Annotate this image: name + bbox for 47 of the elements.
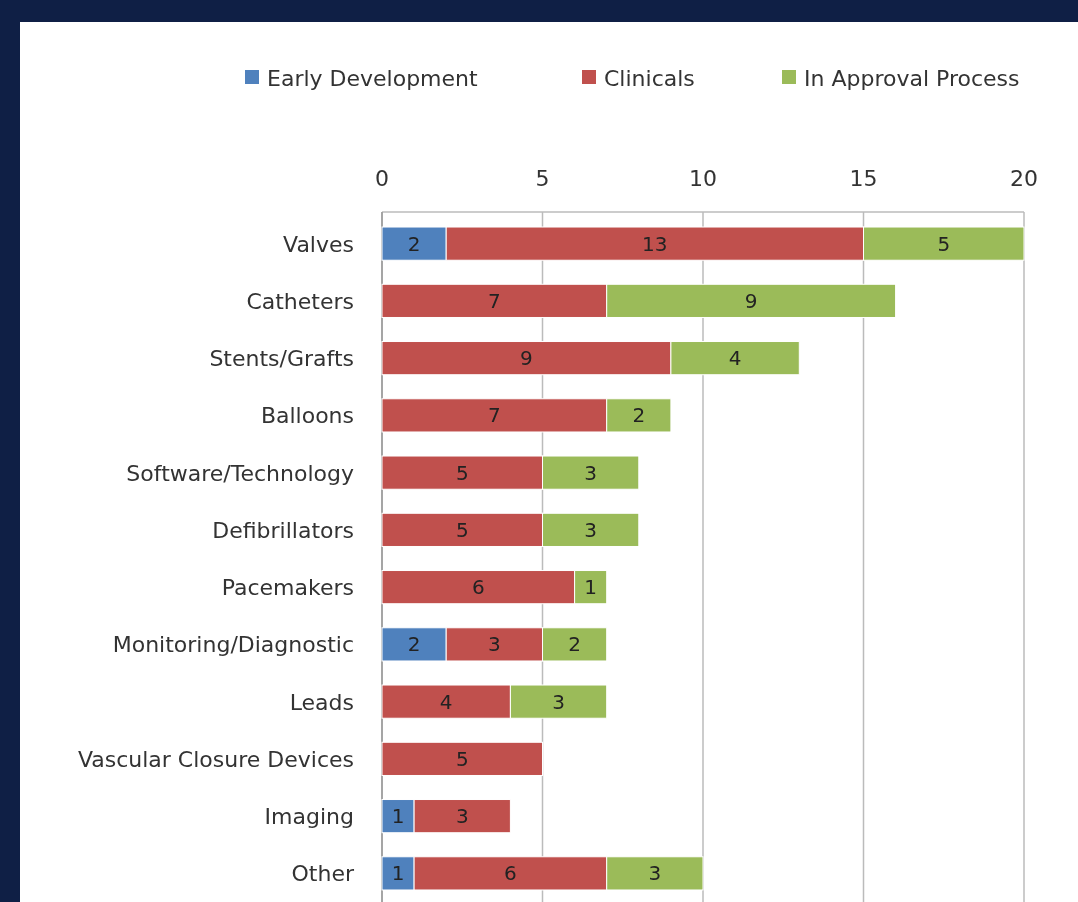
data-label: 3: [584, 460, 598, 485]
y-tick-label: Defibrillators: [212, 517, 354, 543]
data-label: 1: [391, 804, 405, 829]
data-label: 3: [552, 689, 565, 714]
data-label: 2: [407, 231, 421, 256]
y-tick-label: Stents/Grafts: [209, 346, 354, 372]
y-tick-label: Imaging: [264, 804, 354, 830]
data-label: 3: [487, 632, 501, 657]
data-label: 5: [455, 460, 469, 485]
data-label: 3: [584, 517, 598, 542]
legend-label: Early Development: [267, 66, 479, 91]
data-label: 6: [504, 861, 517, 886]
data-label: 9: [520, 346, 533, 371]
x-tick-label: 0: [375, 166, 389, 191]
x-tick-label: 10: [689, 166, 717, 191]
x-tick-label: 5: [535, 166, 550, 191]
data-label: 2: [407, 632, 421, 657]
y-tick-label: Monitoring/Diagnostic: [112, 632, 354, 658]
legend-label: In Approval Process: [804, 66, 1020, 91]
y-tick-label: Catheters: [246, 288, 354, 314]
data-label: 9: [744, 288, 758, 313]
data-label: 2: [632, 403, 646, 428]
y-tick-label: Vascular Closure Devices: [77, 746, 354, 772]
data-label: 5: [455, 746, 469, 771]
data-label: 3: [648, 861, 662, 886]
data-label: 4: [439, 689, 453, 714]
data-label: 1: [584, 575, 598, 600]
y-tick-label: Balloons: [260, 403, 354, 429]
x-tick-label: 15: [849, 166, 878, 191]
data-label: 3: [455, 804, 469, 829]
y-tick-label: Software/Technology: [126, 460, 354, 486]
data-label: 2: [568, 632, 581, 657]
data-label: 7: [487, 403, 501, 428]
data-label: 4: [728, 346, 742, 371]
data-label: 1: [391, 861, 405, 886]
data-label: 13: [642, 231, 668, 256]
bar: [381, 741, 543, 776]
data-label: 5: [937, 231, 951, 256]
y-tick-label: Valves: [283, 231, 354, 257]
y-tick-label: Pacemakers: [221, 575, 354, 601]
data-label: 6: [471, 575, 485, 600]
data-label: 7: [487, 288, 501, 313]
legend-label: Clinicals: [604, 66, 695, 91]
y-tick-label: Leads: [289, 689, 354, 715]
y-tick-label: Other: [291, 861, 355, 887]
data-label: 5: [455, 517, 469, 542]
x-tick-label: 20: [1010, 166, 1038, 191]
